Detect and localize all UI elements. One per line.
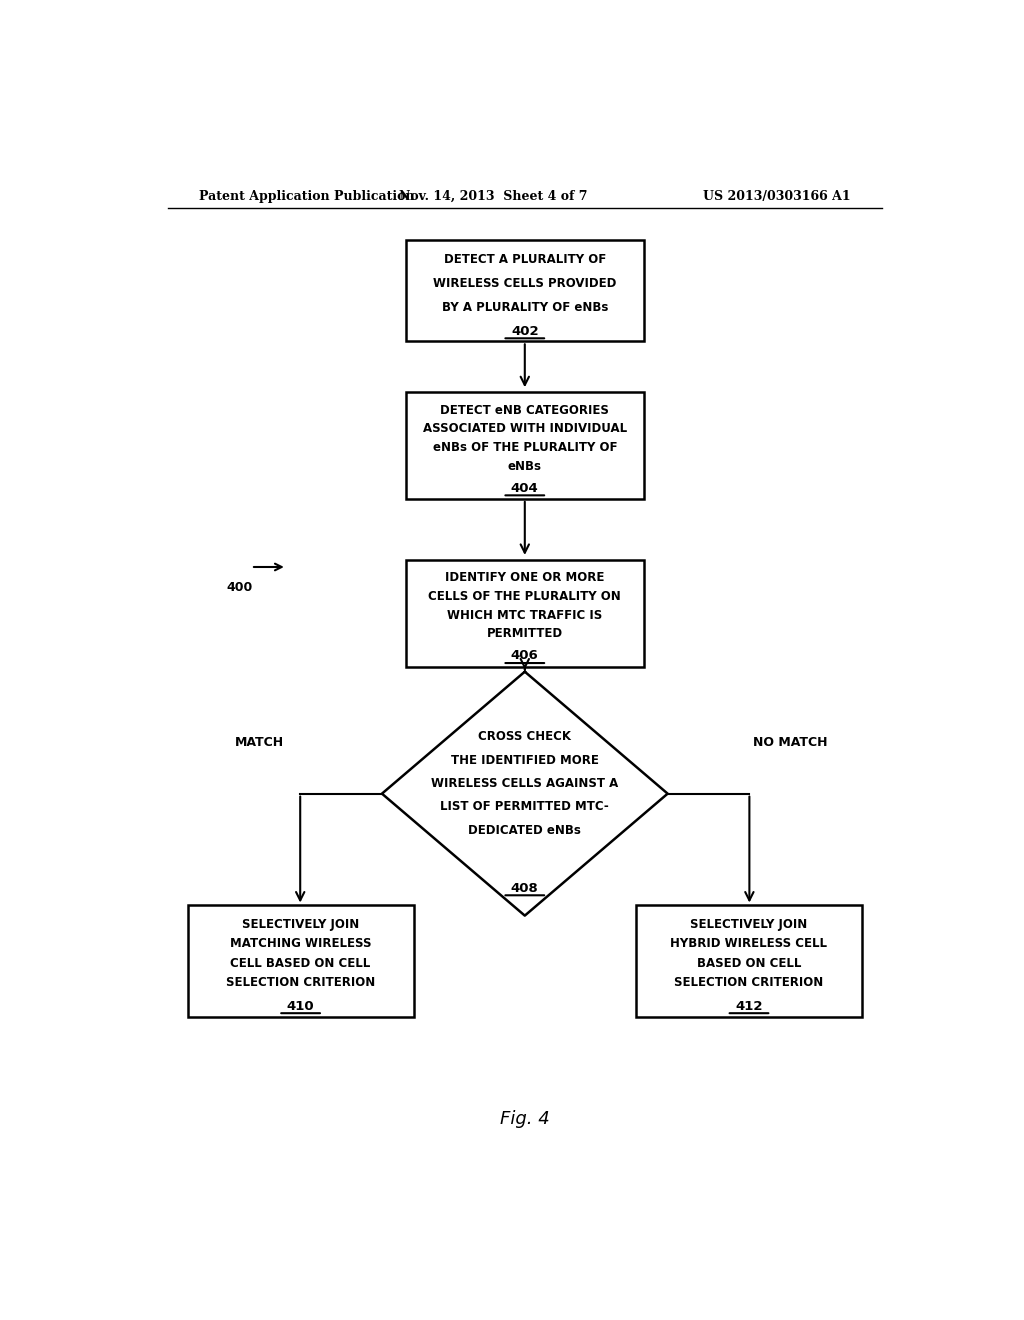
Text: eNBs OF THE PLURALITY OF: eNBs OF THE PLURALITY OF [432, 441, 617, 454]
Text: CELL BASED ON CELL: CELL BASED ON CELL [230, 957, 371, 970]
Text: THE IDENTIFIED MORE: THE IDENTIFIED MORE [451, 754, 599, 767]
Text: BASED ON CELL: BASED ON CELL [696, 957, 801, 970]
Text: SELECTIVELY JOIN: SELECTIVELY JOIN [242, 917, 359, 931]
Bar [406, 560, 644, 667]
Text: US 2013/0303166 A1: US 2013/0303166 A1 [702, 190, 850, 202]
Text: DETECT eNB CATEGORIES: DETECT eNB CATEGORIES [440, 404, 609, 417]
Text: WIRELESS CELLS PROVIDED: WIRELESS CELLS PROVIDED [433, 277, 616, 290]
Text: Fig. 4: Fig. 4 [500, 1110, 550, 1127]
Text: WIRELESS CELLS AGAINST A: WIRELESS CELLS AGAINST A [431, 777, 618, 789]
Text: MATCH: MATCH [234, 737, 284, 750]
Text: HYBRID WIRELESS CELL: HYBRID WIRELESS CELL [671, 937, 827, 950]
Bar [187, 906, 414, 1018]
Text: 402: 402 [511, 325, 539, 338]
Text: IDENTIFY ONE OR MORE: IDENTIFY ONE OR MORE [445, 572, 604, 585]
Text: DEDICATED eNBs: DEDICATED eNBs [468, 824, 582, 837]
Text: Patent Application Publication: Patent Application Publication [200, 190, 415, 202]
Text: DETECT A PLURALITY OF: DETECT A PLURALITY OF [443, 253, 606, 267]
Text: PERMITTED: PERMITTED [486, 627, 563, 640]
Bar [406, 392, 644, 499]
Text: SELECTIVELY JOIN: SELECTIVELY JOIN [690, 917, 808, 931]
Text: 408: 408 [511, 882, 539, 895]
Text: SELECTION CRITERION: SELECTION CRITERION [675, 977, 823, 990]
Text: 404: 404 [511, 482, 539, 495]
Text: 400: 400 [226, 581, 252, 594]
Text: WHICH MTC TRAFFIC IS: WHICH MTC TRAFFIC IS [447, 609, 602, 622]
Text: SELECTION CRITERION: SELECTION CRITERION [226, 977, 375, 990]
Text: ASSOCIATED WITH INDIVIDUAL: ASSOCIATED WITH INDIVIDUAL [423, 422, 627, 436]
Text: MATCHING WIRELESS: MATCHING WIRELESS [229, 937, 372, 950]
Text: LIST OF PERMITTED MTC-: LIST OF PERMITTED MTC- [440, 800, 609, 813]
Text: BY A PLURALITY OF eNBs: BY A PLURALITY OF eNBs [441, 301, 608, 314]
Text: 412: 412 [735, 999, 763, 1012]
Polygon shape [382, 672, 668, 916]
Text: 406: 406 [511, 649, 539, 663]
Text: NO MATCH: NO MATCH [754, 737, 828, 750]
Text: CELLS OF THE PLURALITY ON: CELLS OF THE PLURALITY ON [428, 590, 622, 603]
Text: CROSS CHECK: CROSS CHECK [478, 730, 571, 743]
Text: Nov. 14, 2013  Sheet 4 of 7: Nov. 14, 2013 Sheet 4 of 7 [398, 190, 588, 202]
Bar [406, 240, 644, 342]
Text: eNBs: eNBs [508, 459, 542, 473]
Text: 410: 410 [287, 999, 314, 1012]
Bar [636, 906, 862, 1018]
